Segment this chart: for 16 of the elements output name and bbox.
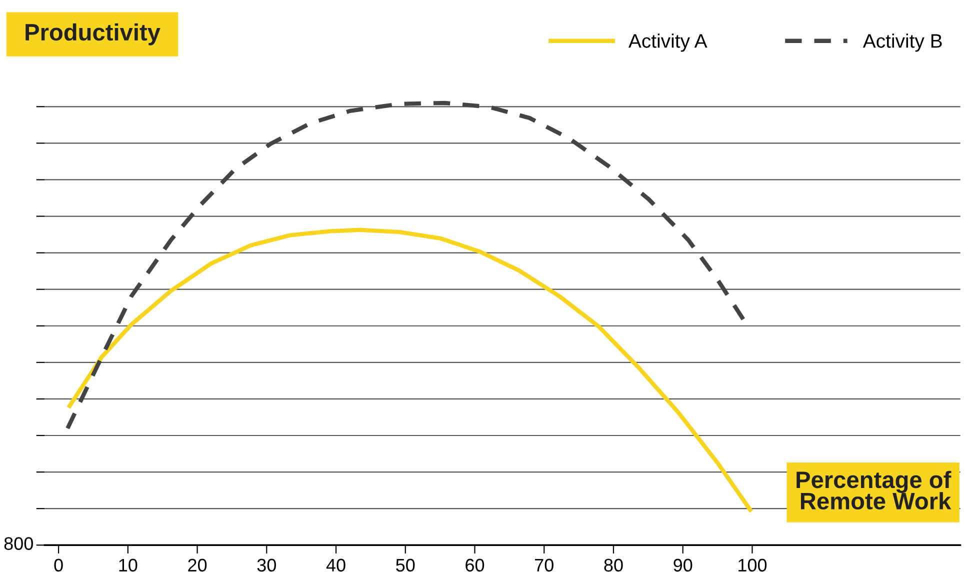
x-tick-label: 100 [738,558,767,572]
legend-label: Activity B [862,34,942,52]
x-tick-label: 90 [674,558,692,572]
x-tick-label: 10 [119,558,138,572]
x-tick-label: 40 [326,558,346,572]
x-tick-label: 60 [466,558,484,572]
text: 800 [4,537,33,550]
x-axis-title: Percentage of Remote Work [796,470,952,510]
x-tick-label: 0 [54,558,63,572]
x-tick-label: 20 [188,558,207,572]
x-tick-label: 70 [535,558,554,572]
x-tick-label: 80 [604,558,623,572]
y-axis-title: Productivity [26,23,160,46]
legend-label: Activity A [628,34,708,52]
x-tick-label: 50 [396,558,415,572]
x-tick-label: 30 [257,558,276,572]
